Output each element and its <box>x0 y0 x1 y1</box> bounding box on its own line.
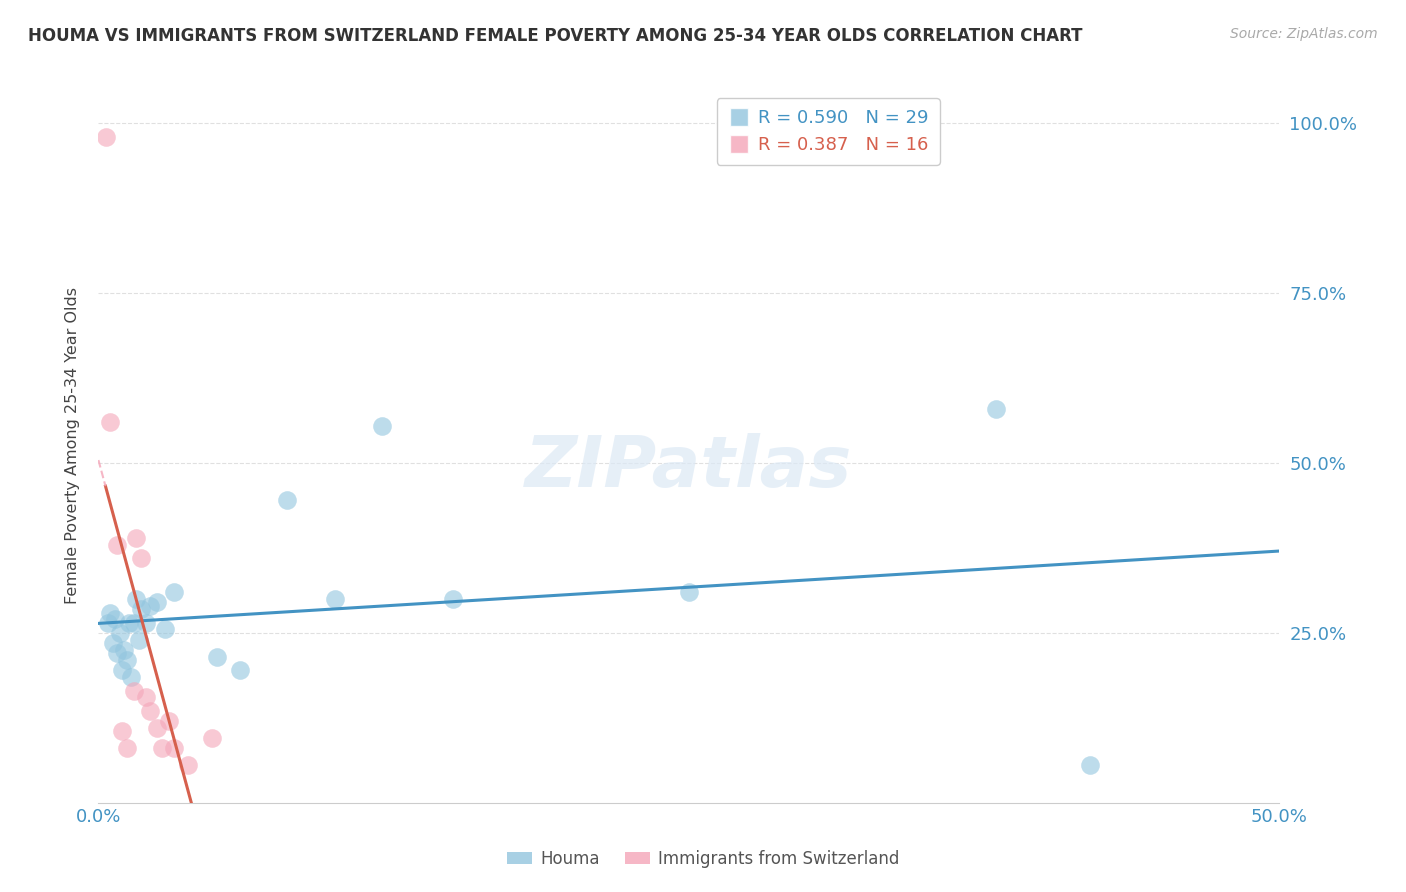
Point <box>276 493 298 508</box>
Point <box>104 612 127 626</box>
Point <box>1080 758 1102 772</box>
Point <box>139 599 162 613</box>
Point <box>105 537 128 551</box>
Point <box>371 418 394 433</box>
Legend: Houma, Immigrants from Switzerland: Houma, Immigrants from Switzerland <box>501 844 905 875</box>
Point <box>129 602 152 616</box>
Point <box>177 758 200 772</box>
Point <box>146 721 169 735</box>
Point <box>108 626 131 640</box>
Point <box>98 415 121 429</box>
Point <box>205 649 228 664</box>
Point <box>94 129 117 144</box>
Point <box>146 595 169 609</box>
Point <box>678 585 700 599</box>
Point <box>118 615 141 630</box>
Point <box>125 531 148 545</box>
Point <box>111 724 134 739</box>
Point <box>122 615 145 630</box>
Point <box>163 585 186 599</box>
Point <box>111 663 134 677</box>
Point <box>201 731 224 746</box>
Point <box>163 741 186 756</box>
Point <box>139 704 162 718</box>
Point <box>229 663 252 677</box>
Point <box>101 636 124 650</box>
Point <box>135 690 157 705</box>
Point <box>129 551 152 566</box>
Point <box>984 401 1007 416</box>
Point <box>441 591 464 606</box>
Point <box>115 741 138 756</box>
Point <box>125 591 148 606</box>
Text: Source: ZipAtlas.com: Source: ZipAtlas.com <box>1230 27 1378 41</box>
Text: ZIPatlas: ZIPatlas <box>526 433 852 502</box>
Point <box>105 646 128 660</box>
Point <box>122 683 145 698</box>
Point <box>128 632 150 647</box>
Point <box>112 643 135 657</box>
Legend: R = 0.590   N = 29, R = 0.387   N = 16: R = 0.590 N = 29, R = 0.387 N = 16 <box>717 98 939 165</box>
Point <box>115 653 138 667</box>
Point <box>323 591 346 606</box>
Point <box>121 670 143 684</box>
Point <box>97 615 120 630</box>
Text: HOUMA VS IMMIGRANTS FROM SWITZERLAND FEMALE POVERTY AMONG 25-34 YEAR OLDS CORREL: HOUMA VS IMMIGRANTS FROM SWITZERLAND FEM… <box>28 27 1083 45</box>
Point <box>153 623 176 637</box>
Point <box>98 606 121 620</box>
Point <box>150 741 173 756</box>
Point <box>135 615 157 630</box>
Point <box>157 714 180 729</box>
Y-axis label: Female Poverty Among 25-34 Year Olds: Female Poverty Among 25-34 Year Olds <box>65 287 80 605</box>
